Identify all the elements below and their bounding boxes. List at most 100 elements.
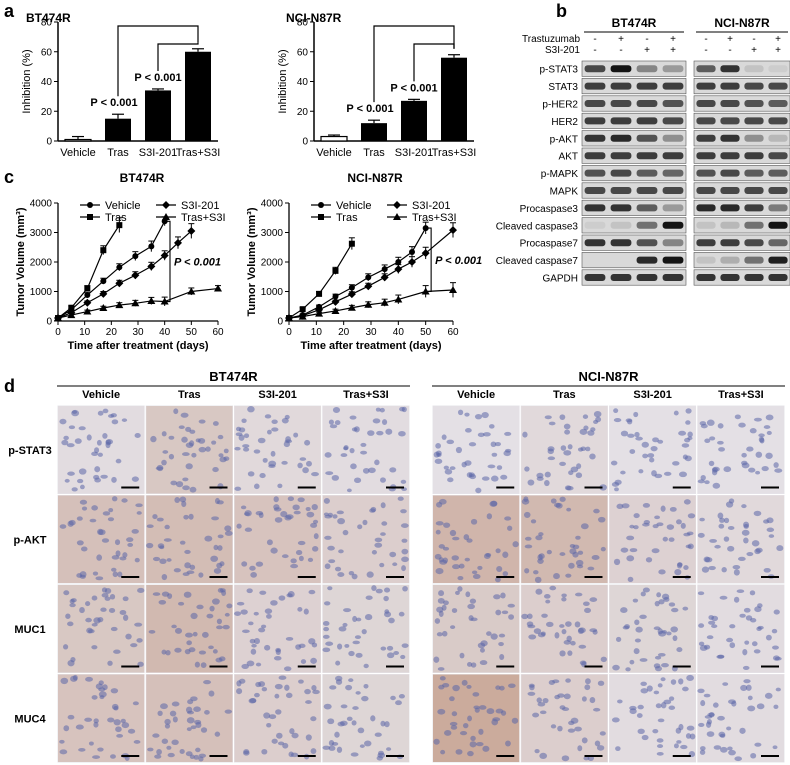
nucleus [374,732,382,737]
p-value-label: P < 0.001 [435,255,482,267]
nucleus [563,450,572,456]
nucleus [629,524,635,529]
nucleus [747,695,753,701]
marker-square [116,222,123,229]
nucleus [100,607,107,612]
nucleus [159,558,167,565]
nucleus [570,640,576,646]
blot-strip [581,182,687,199]
nucleus [334,420,341,426]
nucleus [700,700,706,707]
band [744,82,764,90]
nucleus [741,452,747,458]
nucleus [449,529,457,537]
nucleus [774,656,782,661]
band [696,256,716,264]
nucleus [389,551,397,558]
nucleus [335,660,341,666]
band [584,82,606,90]
nucleus [291,732,299,739]
nucleus [277,483,283,489]
nucleus [621,503,630,509]
nucleus [244,527,253,532]
nucleus [297,497,305,503]
band [720,152,740,160]
nucleus [223,456,230,461]
band [720,82,740,90]
marker-diamond [347,290,356,299]
bar-S3I-201 [401,100,427,141]
nucleus [743,607,751,613]
nucleus [672,635,678,642]
ihc-image-tile [56,494,146,585]
nucleus [68,425,76,430]
nucleus [379,562,385,568]
nucleus [600,656,607,663]
nucleus [593,508,600,514]
nucleus [80,546,88,552]
nucleus [589,453,596,460]
nucleus [110,754,116,759]
band [636,134,658,142]
nucleus [335,675,343,682]
nucleus [167,752,175,758]
marker-diamond [364,282,373,291]
nucleus [110,688,119,694]
significance-bracket [427,227,432,293]
dab-stain-wash [433,495,520,583]
nucleus [678,471,687,478]
marker-triangle [187,287,196,295]
y-tick-label: 4000 [261,199,284,210]
nucleus [401,643,409,648]
nucleus [273,504,280,510]
band [610,274,632,281]
dab-stain-wash [521,495,608,583]
nucleus [186,717,195,724]
y-tick-label: 80 [297,18,309,29]
nucleus [434,458,443,464]
nucleus [643,519,651,525]
nucleus [241,663,249,670]
nucleus [275,647,281,653]
nucleus [726,726,732,731]
nucleus [371,550,377,555]
nucleus [741,460,748,466]
nucleus [383,595,389,602]
legend-item: S3I-201 [387,200,451,212]
blot-strip [581,112,687,129]
nucleus [219,561,225,567]
nucleus [524,536,532,541]
nucleus [687,513,696,519]
nucleus [490,441,497,448]
nucleus [111,555,120,560]
nucleus [281,417,289,424]
nucleus [701,566,710,573]
nucleus [633,648,640,655]
nucleus [544,471,551,478]
ihc-image-tile [56,404,146,495]
nucleus [261,748,268,755]
x-category-label: Vehicle [60,147,95,159]
marker-diamond [394,265,403,274]
nucleus [102,408,109,414]
nucleus [174,496,181,503]
nucleus [438,544,445,549]
marker-square [348,240,355,247]
nucleus [652,437,659,443]
nucleus [290,558,297,564]
nucleus [238,427,246,433]
nucleus [263,712,271,719]
nucleus [260,624,267,629]
marker-square [68,304,75,311]
y-tick-label: 2000 [261,258,284,269]
nucleus [234,611,242,616]
nucleus [620,430,629,437]
nucleus [63,590,70,596]
nucleus [243,749,250,755]
nucleus [470,518,478,525]
nucleus [495,609,502,616]
nucleus [717,715,725,721]
nucleus [467,750,474,757]
nucleus [268,714,277,720]
nucleus [674,568,682,576]
